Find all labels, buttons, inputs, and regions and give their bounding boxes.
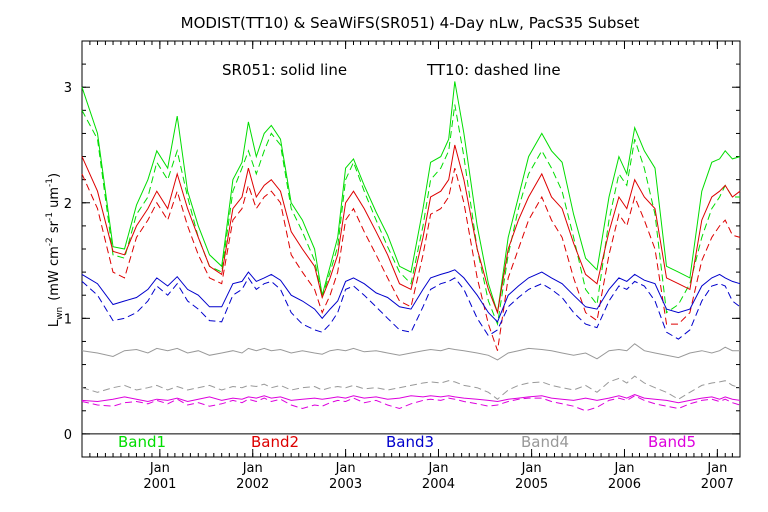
y-tick-label: 1 bbox=[64, 312, 72, 327]
series-line-band1-solid bbox=[81, 81, 741, 313]
series-line-band1-dashed bbox=[81, 104, 740, 327]
chart-title: MODIST(TT10) & SeaWiFS(SR051) 4-Day nLw,… bbox=[181, 14, 640, 32]
y-axis: 0 1 2 3 bbox=[64, 40, 740, 458]
solid-line-annotation: SR051: solid line bbox=[222, 61, 347, 79]
y-label-exp-3: -1 bbox=[45, 178, 55, 187]
legend-item-band4: Band4 bbox=[521, 433, 569, 451]
axes-box bbox=[81, 40, 741, 458]
x-tick-month-label: Jan bbox=[149, 461, 170, 476]
x-tick-year-label: 2003 bbox=[329, 477, 362, 492]
legend-item-band5: Band5 bbox=[648, 433, 696, 451]
y-label-units-mid2: um bbox=[47, 187, 62, 212]
series-line-band3-dashed bbox=[81, 276, 741, 340]
y-axis-label: Lwn(mW cm-2 sr-1 um-1) bbox=[45, 173, 65, 327]
x-tick-month-label: Jan bbox=[427, 461, 448, 476]
y-label-symbol: L bbox=[47, 319, 62, 327]
series-line-band2-dashed bbox=[81, 167, 741, 351]
x-tick-month-label: Jan bbox=[613, 461, 634, 476]
series-layer bbox=[81, 81, 741, 412]
legend-item-band2: Band2 bbox=[251, 433, 299, 451]
series-line-band5-solid bbox=[81, 394, 741, 404]
x-tick-month-label: Jan bbox=[706, 461, 727, 476]
legend-item-band1: Band1 bbox=[118, 433, 166, 451]
legend-item-band3: Band3 bbox=[386, 433, 434, 451]
y-label-units-open: (mW cm bbox=[47, 246, 62, 301]
series-line-band3-solid bbox=[81, 269, 741, 323]
x-tick-year-label: 2007 bbox=[701, 477, 734, 492]
y-label-units-close: ) bbox=[47, 173, 62, 178]
x-tick-month-label: Jan bbox=[242, 461, 263, 476]
series-line-band5-dashed bbox=[81, 395, 741, 412]
x-tick-year-label: 2004 bbox=[422, 477, 455, 492]
x-tick-year-label: 2006 bbox=[608, 477, 641, 492]
x-tick-year-label: 2005 bbox=[515, 477, 548, 492]
x-tick-year-label: 2002 bbox=[236, 477, 269, 492]
plot-frame bbox=[81, 40, 741, 458]
series-line-band4-solid bbox=[81, 343, 740, 361]
series-line-band4-dashed bbox=[81, 375, 741, 400]
y-label-exp-1: -2 bbox=[45, 237, 55, 246]
x-tick-year-label: 2001 bbox=[143, 477, 176, 492]
legend: Band1 Band2 Band3 Band4 Band5 bbox=[118, 433, 696, 451]
y-label-subscript: wn bbox=[55, 307, 65, 320]
y-tick-label: 0 bbox=[64, 428, 72, 443]
y-tick-label: 3 bbox=[64, 81, 72, 96]
x-tick-month-label: Jan bbox=[335, 461, 356, 476]
series-line-band2-solid bbox=[81, 144, 741, 315]
x-axis: Jan2001Jan2002Jan2003Jan2004Jan2005Jan20… bbox=[81, 41, 734, 492]
y-label-exp-2: -1 bbox=[45, 212, 55, 221]
y-tick-label: 2 bbox=[64, 197, 72, 212]
x-tick-month-label: Jan bbox=[521, 461, 542, 476]
dashed-line-annotation: TT10: dashed line bbox=[426, 61, 561, 79]
y-label-units-mid: sr bbox=[47, 220, 62, 237]
